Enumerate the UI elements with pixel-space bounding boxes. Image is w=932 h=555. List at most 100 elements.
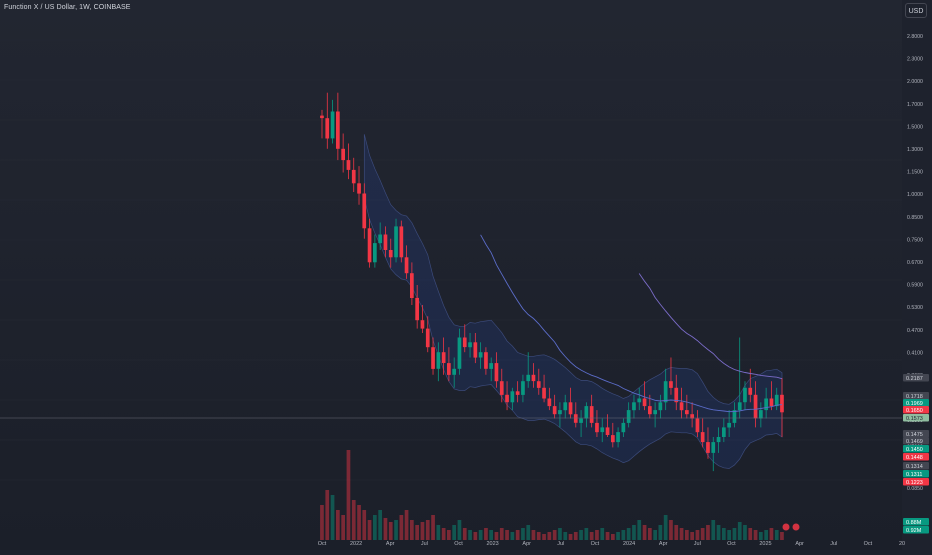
- volume-bar: [727, 530, 731, 540]
- candle-body: [616, 432, 620, 443]
- volume-bar: [605, 532, 610, 540]
- volume-bar: [584, 528, 589, 540]
- candle-body: [611, 435, 615, 443]
- volume-bar: [780, 532, 784, 540]
- candle-body: [362, 193, 367, 229]
- volume-bar: [722, 528, 726, 540]
- volume-bar: [341, 515, 345, 540]
- price-tag-label: 0.1718: [906, 394, 923, 400]
- candle-body: [473, 342, 478, 358]
- volume-bar: [325, 490, 330, 540]
- candle-body: [410, 273, 414, 298]
- volume-bar: [499, 528, 504, 540]
- candle-body: [727, 422, 731, 428]
- price-tick-label: 1.1500: [907, 170, 923, 176]
- candle-body: [563, 402, 568, 411]
- event-marker-icon[interactable]: [782, 523, 790, 531]
- candle-body: [425, 328, 430, 348]
- price-tag-label: 0.1650: [906, 408, 923, 414]
- candle-body: [595, 422, 599, 433]
- volume-bar: [515, 530, 520, 540]
- candle-body: [573, 414, 578, 423]
- volume-bar: [510, 532, 515, 540]
- price-tick-label: 0.4700: [907, 328, 923, 334]
- volume-bar: [563, 532, 568, 540]
- candle-body: [515, 391, 520, 395]
- price-tag: [903, 462, 929, 470]
- volume-bar: [589, 532, 594, 540]
- volume-bar: [732, 528, 737, 540]
- price-tag-label: 0.1223: [906, 480, 923, 486]
- candle-body: [685, 410, 689, 415]
- candle-body: [468, 342, 472, 348]
- volume-bar: [394, 520, 398, 540]
- time-tick-label: Apr: [522, 541, 531, 547]
- volume-bar: [637, 520, 642, 540]
- price-tag: [903, 399, 929, 407]
- volume-bar: [737, 522, 742, 540]
- candle-body: [526, 374, 531, 382]
- event-markers[interactable]: [782, 523, 800, 531]
- volume-bar: [452, 525, 456, 540]
- volume-bar: [420, 522, 425, 540]
- candle-body: [759, 410, 763, 419]
- candle-body: [653, 410, 657, 415]
- price-tag-label: 0.1969: [906, 401, 923, 407]
- bollinger-ribbon: [363, 134, 783, 469]
- candle-body: [669, 381, 673, 388]
- volume-bar: [621, 530, 626, 540]
- volume-bar: [457, 520, 462, 540]
- volume-bar: [468, 530, 472, 540]
- time-tick-label: Oct: [318, 541, 327, 547]
- event-marker-icon[interactable]: [792, 523, 800, 531]
- price-tag: [903, 518, 929, 526]
- currency-button[interactable]: USD: [905, 3, 927, 18]
- volume-bar: [769, 528, 774, 540]
- price-tag-label: 0.88M: [906, 520, 922, 526]
- candle-body: [552, 406, 557, 415]
- price-tag: [903, 470, 929, 478]
- candle-body: [722, 427, 726, 437]
- time-tick-label: Apr: [386, 541, 395, 547]
- volume-bar: [536, 532, 541, 540]
- volume-bar: [764, 530, 768, 540]
- volume-bar: [489, 530, 493, 540]
- price-tick-label: 1.5000: [907, 124, 923, 130]
- price-tick-label: 0.7500: [907, 237, 923, 243]
- price-tag-label: 0.1573: [906, 416, 923, 422]
- volume-bar: [367, 520, 372, 540]
- symbol-legend[interactable]: Function X / US Dollar, 1W, COINBASE: [4, 4, 131, 11]
- candle-body: [531, 374, 536, 382]
- candle-body: [489, 363, 493, 369]
- volume-bar: [748, 528, 753, 540]
- candle-body: [621, 422, 626, 433]
- time-tick-label: Jul: [421, 541, 428, 547]
- interval-label: 1W: [79, 4, 90, 11]
- candle-body: [351, 169, 356, 184]
- candle-body: [648, 406, 652, 415]
- price-tag: [903, 406, 929, 414]
- candle-body: [579, 418, 583, 423]
- volume-bar: [753, 530, 758, 540]
- volume-bar: [494, 532, 499, 540]
- price-tag-label: 0.2187: [906, 376, 923, 382]
- volume-bar: [759, 532, 763, 540]
- volume-bar: [700, 528, 705, 540]
- candle-body: [394, 226, 398, 258]
- price-tag: [903, 526, 929, 534]
- volume-bar: [674, 525, 679, 540]
- volume-bar: [431, 515, 435, 540]
- candlestick-series: [320, 92, 784, 472]
- ma-line-2: [638, 273, 783, 380]
- volume-bar: [616, 532, 620, 540]
- price-tag: [903, 478, 929, 486]
- candle-body: [748, 387, 753, 395]
- candle-body: [367, 228, 372, 263]
- candle-body: [415, 297, 419, 321]
- time-axis[interactable]: Oct 2022 Apr Jul Oct 2023 Apr Jul Oct 2024 Apr Jul O…: [318, 541, 905, 547]
- candle-body: [542, 387, 546, 399]
- price-tick-label: 1.7000: [907, 102, 923, 108]
- candle-body: [690, 414, 694, 419]
